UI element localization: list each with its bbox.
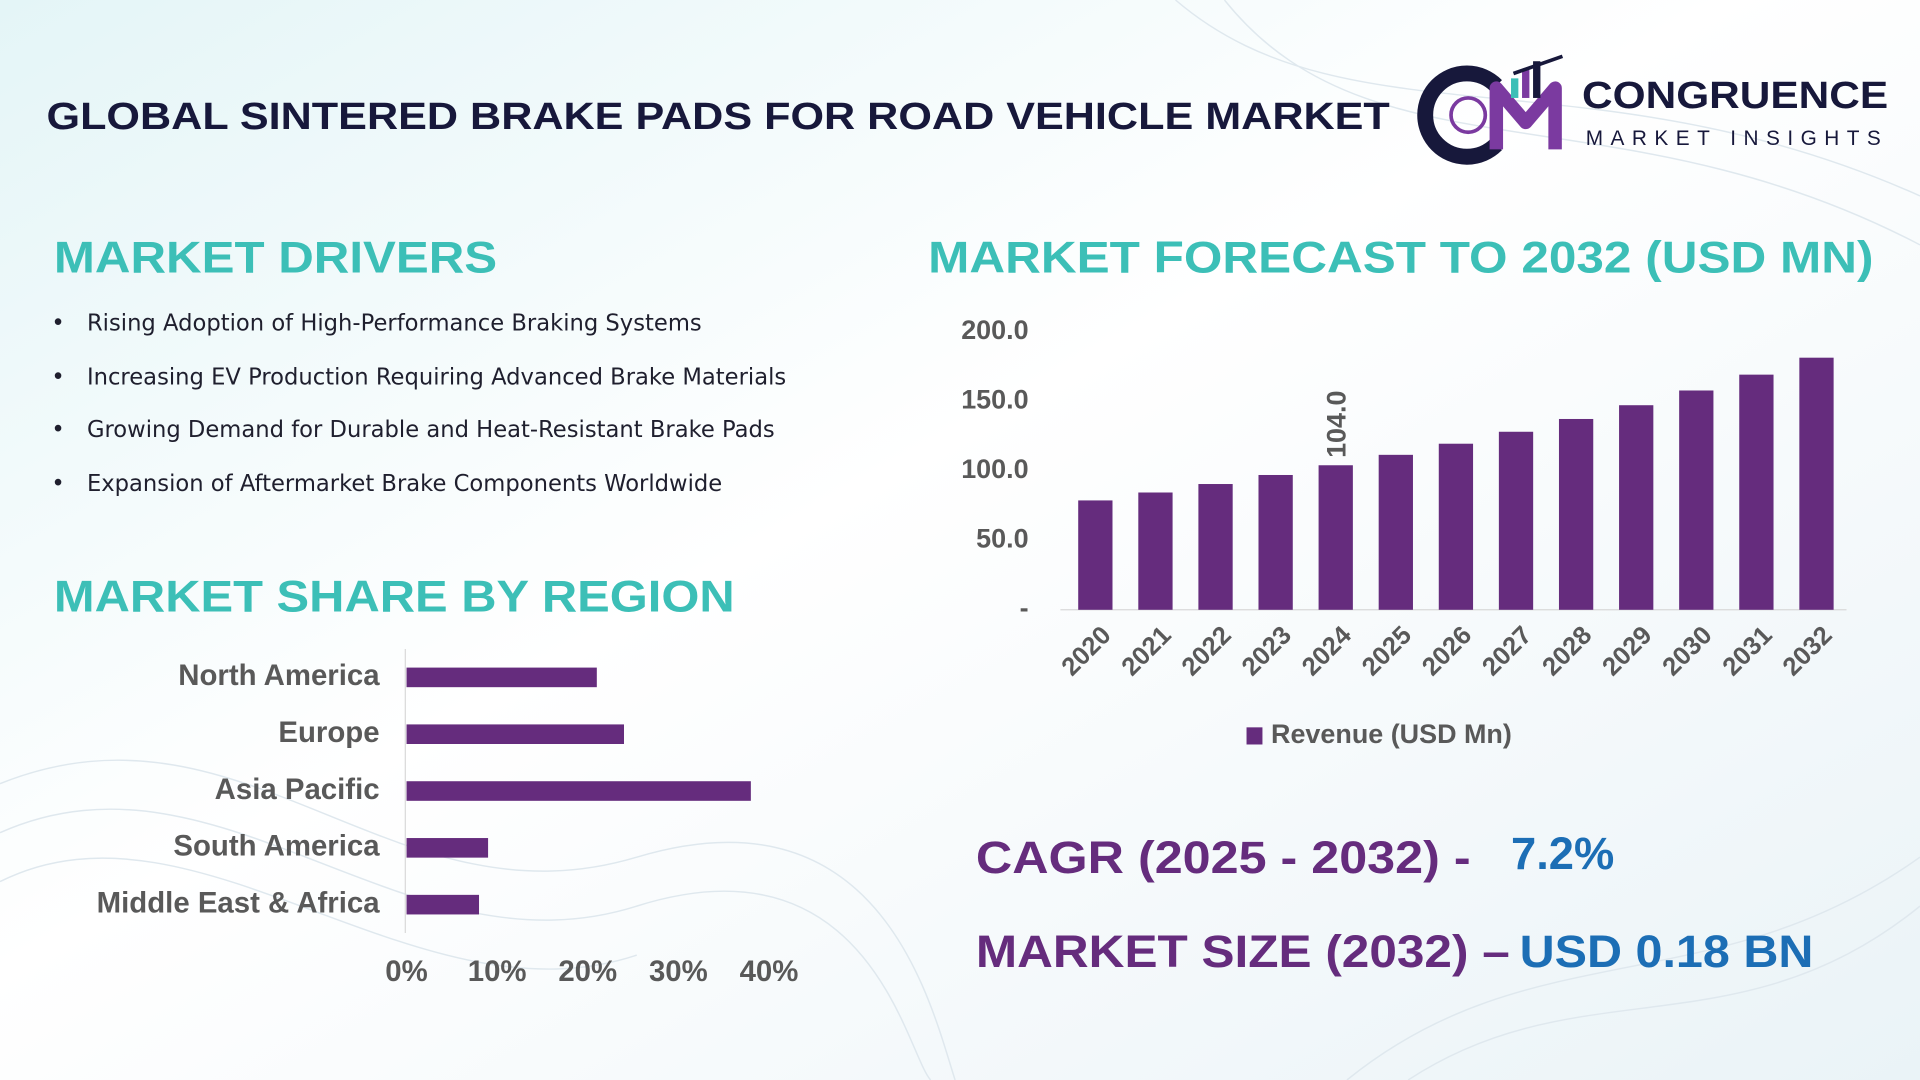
logo-c bbox=[1417, 65, 1502, 165]
x-tick-label: 0% bbox=[385, 955, 427, 988]
drivers-list: Rising Adoption of High-Performance Brak… bbox=[49, 298, 896, 512]
bar bbox=[406, 894, 480, 915]
legend-swatch bbox=[1246, 727, 1263, 745]
bar bbox=[1378, 454, 1413, 610]
y-tick-label: 50.0 bbox=[976, 523, 1028, 553]
size-label: MARKET SIZE (2032) – bbox=[976, 926, 1510, 977]
y-tick-label: 100.0 bbox=[961, 454, 1028, 484]
logo-bar bbox=[1511, 78, 1519, 98]
bar bbox=[1739, 374, 1774, 610]
bar bbox=[406, 667, 597, 688]
x-tick-label: 40% bbox=[740, 955, 799, 988]
legend-label: Revenue (USD Mn) bbox=[1271, 719, 1512, 749]
bar bbox=[1138, 492, 1173, 610]
x-tick-label: 10% bbox=[468, 955, 527, 988]
y-tick-label: Middle East & Africa bbox=[97, 886, 381, 919]
value-label: 104.0 bbox=[1321, 391, 1351, 458]
y-tick-label: North America bbox=[178, 659, 380, 692]
bar bbox=[1558, 418, 1594, 610]
logo-tagline: MARKET INSIGHTS bbox=[1586, 127, 1886, 150]
bar bbox=[1198, 484, 1233, 610]
cagr-value: 7.2% bbox=[1511, 828, 1614, 879]
x-tick-label: 30% bbox=[649, 955, 708, 988]
bar bbox=[1258, 474, 1293, 610]
driver-item: Expansion of Aftermarket Brake Component… bbox=[49, 458, 896, 511]
bar bbox=[1619, 405, 1654, 610]
logo-bar bbox=[1522, 68, 1530, 98]
y-tick-label: 200.0 bbox=[961, 315, 1028, 345]
logo: CONGRUENCE MARKET INSIGHTS bbox=[1417, 54, 1888, 165]
bar bbox=[1799, 357, 1834, 610]
y-tick-label: South America bbox=[173, 830, 380, 863]
driver-item: Increasing EV Production Requiring Advan… bbox=[49, 351, 896, 404]
chart-title: MARKET SHARE BY REGION bbox=[54, 573, 735, 622]
logo-globe bbox=[1449, 96, 1488, 135]
chart-title: MARKET FORECAST TO 2032 (USD MN) bbox=[928, 233, 1873, 282]
driver-item: Rising Adoption of High-Performance Brak… bbox=[49, 298, 896, 351]
y-tick-label: 150.0 bbox=[961, 384, 1028, 414]
size-value: USD 0.18 BN bbox=[1520, 926, 1814, 977]
logo-arrow bbox=[1512, 54, 1564, 76]
y-tick-label: Asia Pacific bbox=[215, 773, 380, 806]
bar bbox=[406, 838, 489, 858]
bar bbox=[1078, 500, 1113, 610]
drivers-box: Rising Adoption of High-Performance Brak… bbox=[49, 298, 896, 561]
y-tick-label: Europe bbox=[278, 716, 379, 749]
page-title: GLOBAL SINTERED BRAKE PADS FOR ROAD VEHI… bbox=[47, 96, 1390, 138]
bar bbox=[1679, 390, 1714, 610]
logo-name: CONGRUENCE bbox=[1582, 75, 1888, 117]
driver-item: Growing Demand for Durable and Heat-Resi… bbox=[49, 404, 896, 457]
logo-m bbox=[1489, 81, 1562, 150]
bar bbox=[1318, 465, 1353, 610]
bar bbox=[406, 781, 751, 801]
logo-bar bbox=[1533, 61, 1541, 98]
drivers-title: MARKET DRIVERS bbox=[54, 233, 497, 282]
cagr-label: CAGR (2025 - 2032) - bbox=[976, 832, 1471, 883]
bar bbox=[1438, 443, 1474, 610]
bar bbox=[406, 724, 624, 744]
bar bbox=[1498, 431, 1534, 610]
x-tick-label: 20% bbox=[558, 955, 617, 988]
y-tick-label: - bbox=[1020, 593, 1029, 623]
